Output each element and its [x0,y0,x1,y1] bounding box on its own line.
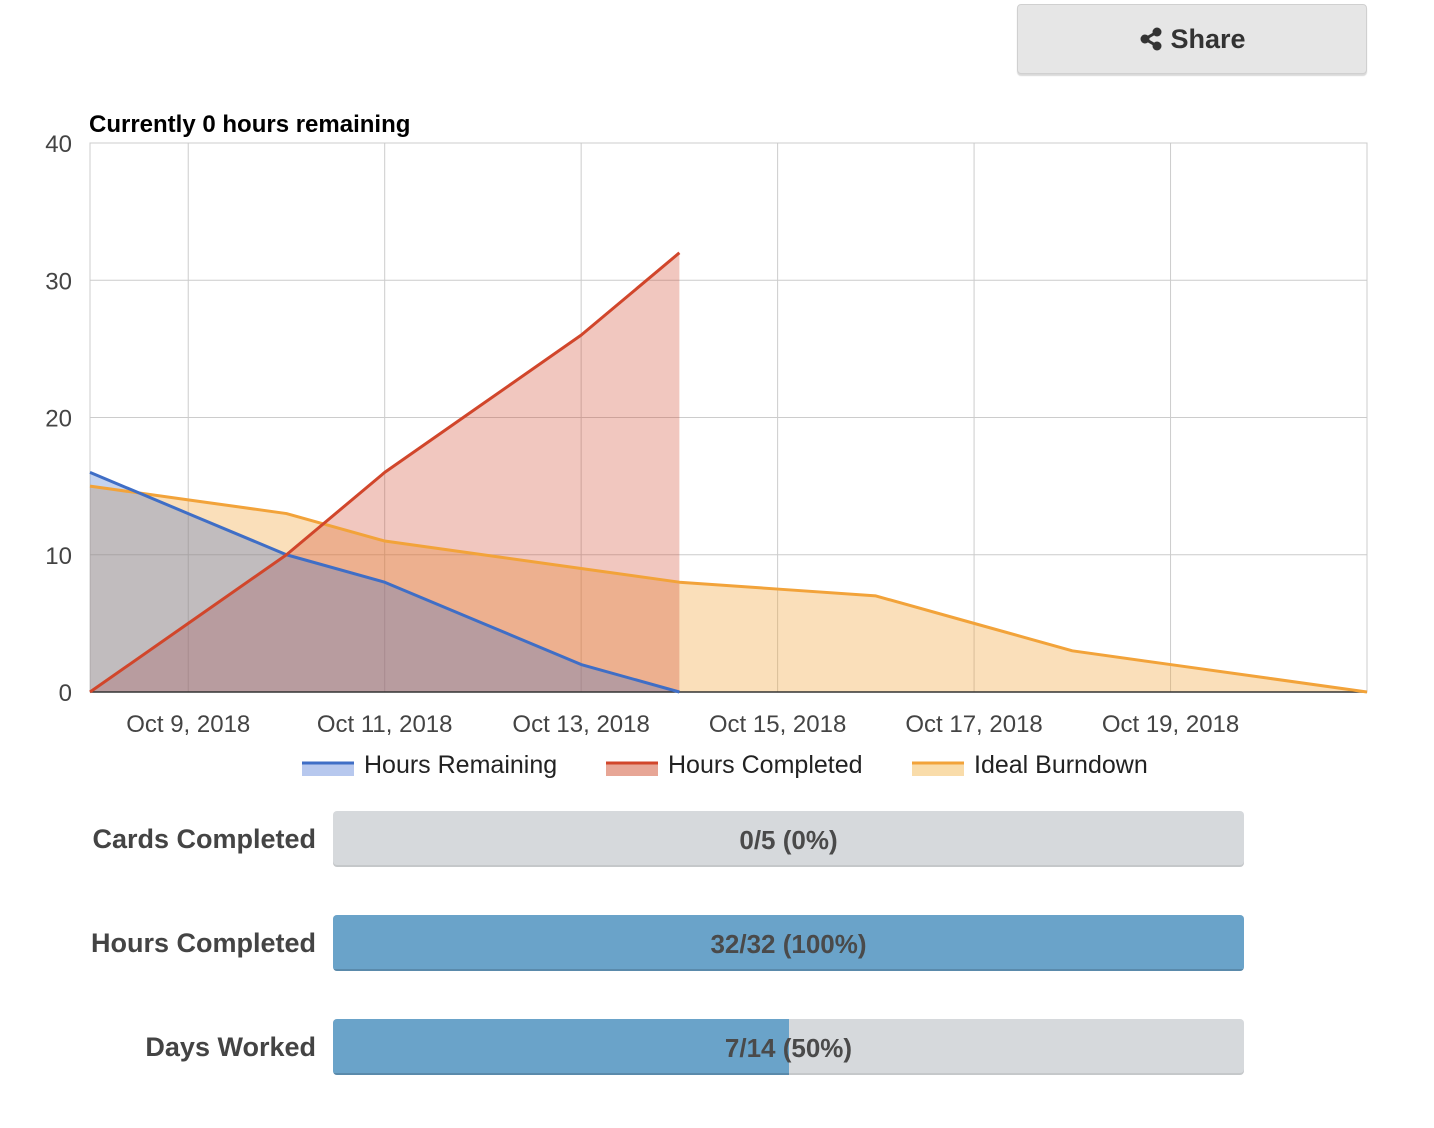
x-tick-label: Oct 9, 2018 [126,711,250,738]
progress-track: 32/32 (100%) [333,915,1244,971]
legend-swatch [302,762,354,776]
legend-item: Ideal Burndown [912,751,1148,779]
progress-row-days: Days Worked 7/14 (50%) [0,1019,1434,1075]
progress-row-cards: Cards Completed 0/5 (0%) [0,811,1434,867]
x-tick-label: Oct 13, 2018 [512,711,649,738]
burndown-chart: 0 10 20 30 40 Oct 9, 2018 Oct 11, 2018 Oct 13, … [45,111,1368,779]
progress-label: Days Worked [145,1032,316,1062]
progress-label: Cards Completed [92,824,316,854]
legend-item: Hours Remaining [302,751,557,779]
legend-label: Hours Remaining [364,751,557,779]
progress-value: 32/32 (100%) [710,929,867,959]
progress-track: 7/14 (50%) [333,1019,1244,1075]
series-line [89,471,680,694]
x-tick-label: Oct 19, 2018 [1102,711,1239,738]
share-icon [1140,27,1162,51]
legend-item: Hours Completed [606,751,863,779]
progress-fill [333,915,1244,971]
progress-value: 7/14 (50%) [724,1033,853,1063]
legend-label: Hours Completed [668,751,863,779]
chart-svg: 0 10 20 30 40 Oct 9, 2018 Oct 11, 2018 Oct 13, … [45,111,1368,779]
progress-track: 0/5 (0%) [333,811,1244,867]
progress-row-hours: Hours Completed 32/32 (100%) [0,915,1434,971]
x-tick-label: Oct 17, 2018 [905,711,1042,738]
series-area [90,486,1367,692]
chart-title: Currently 0 hours remaining [89,111,410,138]
legend-swatch [912,762,964,776]
y-tick-label: 0 [59,680,72,707]
y-tick-label: 20 [45,406,72,433]
share-button-label: Share [1170,23,1246,54]
progress-fill [333,1019,789,1075]
progress-label: Hours Completed [90,928,316,958]
legend-swatch [606,762,658,776]
y-tick-label: 10 [45,543,72,570]
y-tick-label: 30 [45,268,72,295]
share-button[interactable]: Share [1017,4,1367,74]
progress-value: 0/5 (0%) [739,825,838,855]
legend-label: Ideal Burndown [974,751,1148,779]
series-line [89,251,681,694]
x-tick-label: Oct 11, 2018 [317,711,453,738]
series-line [89,484,1368,694]
x-tick-label: Oct 15, 2018 [709,711,846,738]
y-tick-label: 40 [45,131,72,158]
